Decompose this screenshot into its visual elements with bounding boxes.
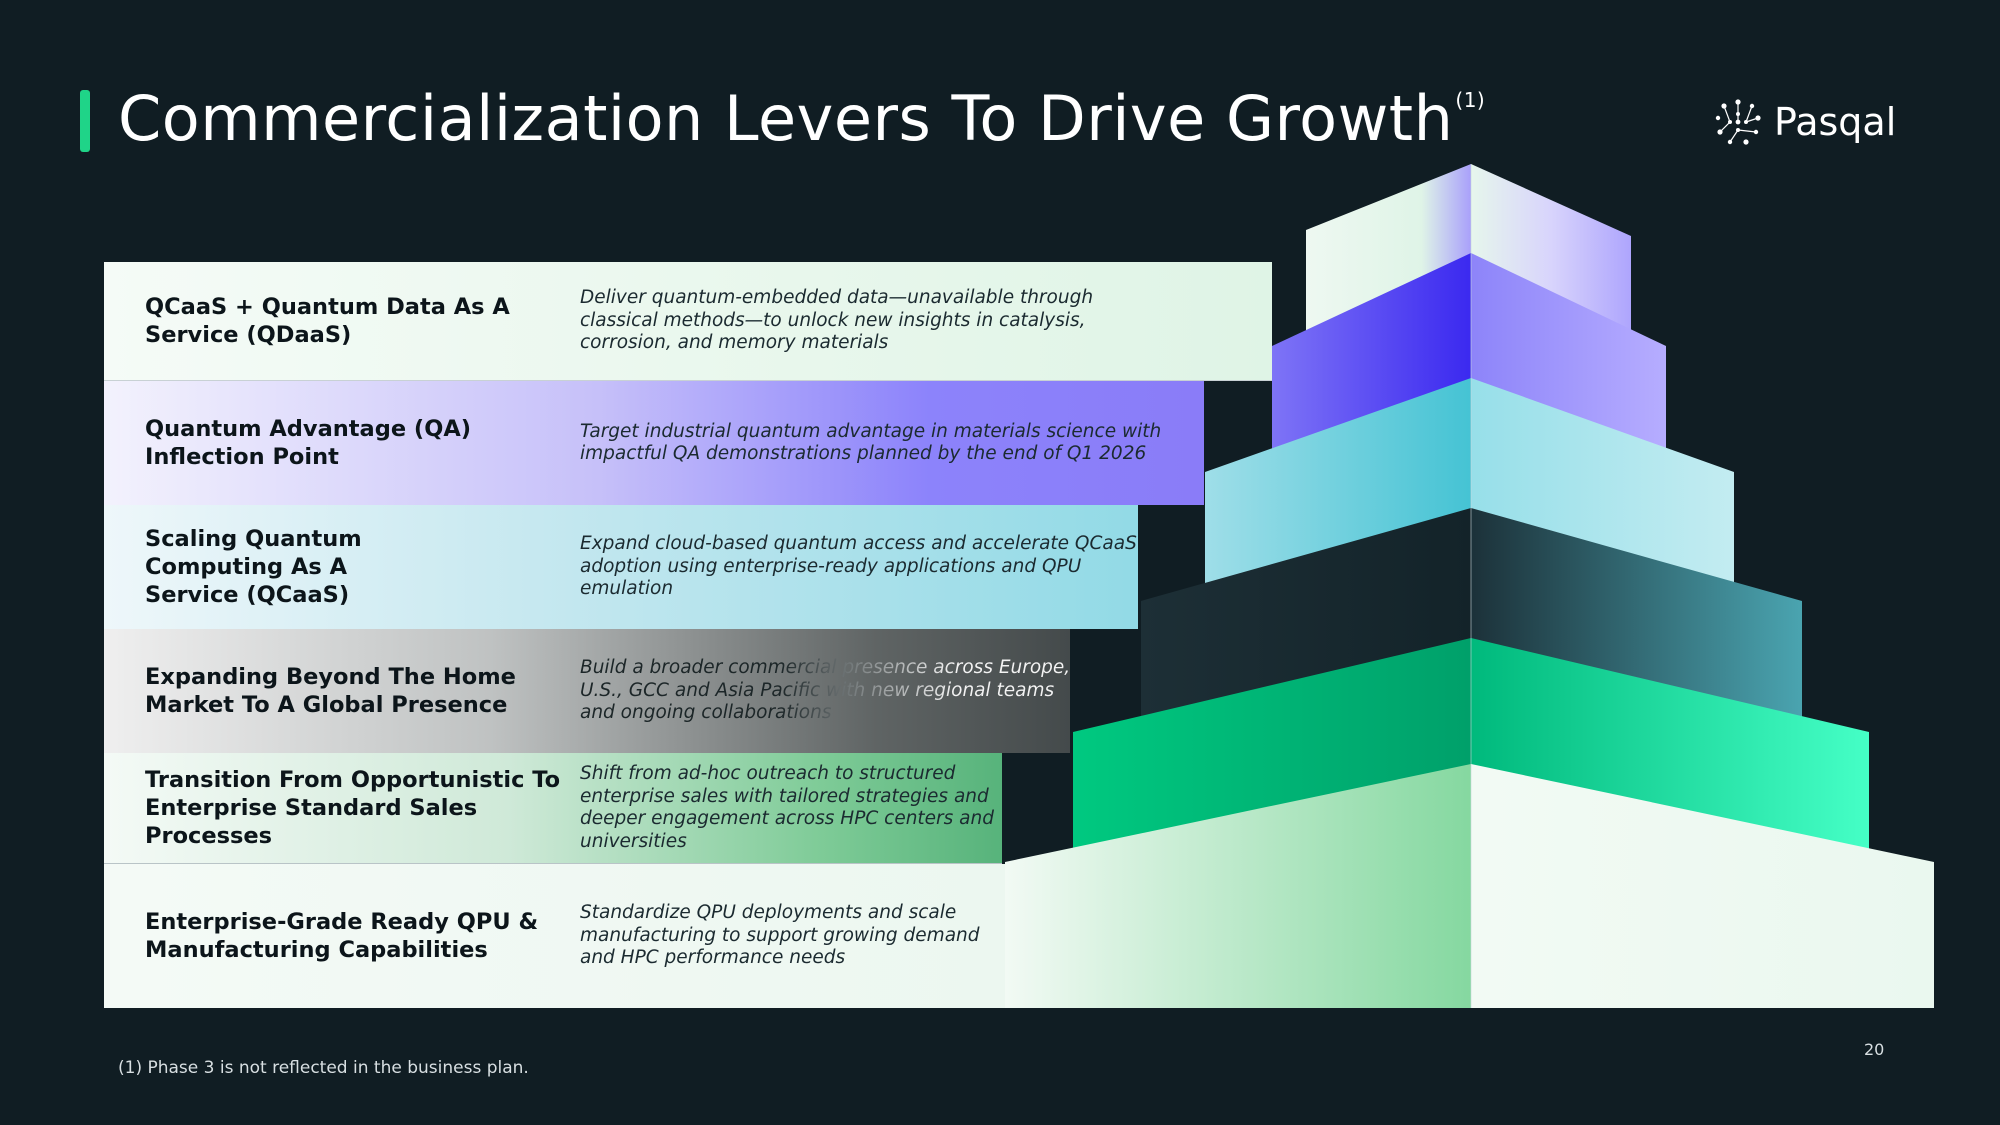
lever-description: Build a broader commercial presence acro…	[580, 657, 1080, 725]
lever-row-global-presence: Expanding Beyond The Home Market To A Gl…	[104, 629, 1070, 753]
page-title: Commercialization Levers To Drive Growth…	[118, 82, 1486, 155]
page-number: 20	[1864, 1040, 1885, 1059]
lever-label: Quantum Advantage (QA) Inflection Point	[145, 416, 472, 470]
title-accent-bar	[80, 90, 90, 152]
lever-description: Shift from ad-hoc outreach to structured…	[580, 763, 994, 852]
lever-row-enterprise-sales: Transition From Opportunistic To Enterpr…	[104, 753, 1002, 864]
lever-row-qcaas: Scaling Quantum Computing As A Service (…	[104, 505, 1138, 629]
pasqal-logo: Pasqal	[1712, 96, 1896, 148]
logo-wordmark: Pasqal	[1774, 100, 1897, 144]
lever-label: Enterprise-Grade Ready QPU & Manufacturi…	[145, 909, 539, 963]
footnote: (1) Phase 3 is not reflected in the busi…	[118, 1058, 529, 1078]
levers-list: QCaaS + Quantum Data As A Service (QDaaS…	[104, 262, 1934, 1008]
title-footnote-marker: (1)	[1455, 88, 1486, 112]
lever-label: Transition From Opportunistic To Enterpr…	[145, 767, 561, 849]
lever-description: Standardize QPU deployments and scale ma…	[580, 902, 980, 969]
lever-label: Scaling Quantum Computing As A Service (…	[145, 526, 362, 608]
lever-row-qdaas: QCaaS + Quantum Data As A Service (QDaaS…	[104, 262, 1272, 381]
lever-row-quantum-advantage: Quantum Advantage (QA) Inflection Point …	[104, 381, 1204, 505]
lever-description: Target industrial quantum advantage in m…	[580, 420, 1162, 465]
lever-label: QCaaS + Quantum Data As A Service (QDaaS…	[145, 294, 510, 348]
lever-row-qpu-manufacturing: Enterprise-Grade Ready QPU & Manufacturi…	[104, 864, 1934, 1008]
lever-description: Deliver quantum-embedded data—unavailabl…	[580, 287, 1094, 354]
lever-label: Expanding Beyond The Home Market To A Gl…	[145, 664, 516, 718]
pasqal-atom-icon	[1715, 99, 1761, 145]
lever-description: Expand cloud-based quantum access and ac…	[580, 533, 1137, 600]
